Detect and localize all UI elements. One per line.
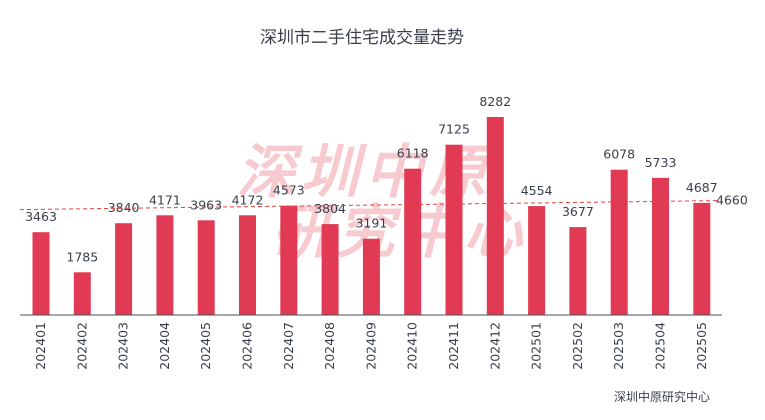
x-tick-labels-group: 202401 202402 202403 202404 202405 202406 2024… [33,322,709,370]
x-tick-202401: 202401 [33,322,48,370]
x-tick-202407: 202407 [281,322,296,370]
chart-title: 深圳市二手住宅成交量走势 [260,28,464,48]
bar-202404 [156,215,174,315]
value-label-202403: 3840 [108,200,140,215]
x-tick-202408: 202408 [322,322,337,370]
x-tick-202404: 202404 [157,322,172,370]
value-label-202505: 4687 [686,180,718,195]
value-label-202408: 3804 [314,201,346,216]
value-label-202404: 4171 [149,192,181,207]
watermark-line-2: 研究中心 [272,198,528,266]
x-tick-202402: 202402 [74,322,89,370]
bar-202412 [486,117,504,315]
bar-202409 [362,238,380,315]
value-label-202407: 4573 [273,183,305,198]
bar-202401 [32,232,50,315]
value-label-202406: 4172 [232,192,264,207]
bar-202402 [73,272,91,315]
average-line-label: 4660 [716,193,748,208]
bar-202406 [239,215,256,315]
value-label-202502: 3677 [562,204,594,219]
bars-group [32,117,711,315]
value-label-202402: 1785 [66,249,98,264]
bar-202504 [652,177,669,315]
x-tick-202501: 202501 [529,322,544,370]
bar-202407 [280,205,298,315]
x-tick-202411: 202411 [446,322,461,370]
x-tick-202405: 202405 [198,322,213,370]
x-tick-202406: 202406 [240,322,255,370]
x-tick-202409: 202409 [363,322,378,370]
value-label-202409: 3191 [355,216,387,231]
value-label-202401: 3463 [25,209,57,224]
bar-202403 [115,223,133,315]
x-tick-202410: 202410 [405,322,420,370]
value-label-202504: 5733 [645,155,677,170]
bar-202503 [610,169,628,315]
x-tick-202502: 202502 [570,322,585,370]
x-tick-202504: 202504 [653,322,668,370]
value-label-202405: 3963 [190,197,222,212]
value-label-202503: 6078 [603,147,635,162]
bar-202505 [693,202,711,315]
x-tick-202503: 202503 [611,322,626,370]
bar-202405 [197,220,215,315]
average-line [19,200,719,211]
bar-202411 [445,144,463,315]
x-tick-202505: 202505 [694,322,709,370]
x-tick-202412: 202412 [487,322,502,370]
bar-202408 [321,224,339,315]
bar-202502 [569,227,587,315]
x-tick-202403: 202403 [116,322,131,370]
value-label-202410: 6118 [397,146,429,161]
bar-202410 [404,168,422,315]
source-label: 深圳中原研究中心 [614,389,710,404]
bar-202501 [528,206,546,315]
value-labels-group: 3463 1785 3840 4171 3963 4172 4573 3804 3191 6118… [25,94,718,264]
value-label-202412: 8282 [479,94,511,109]
value-label-202501: 4554 [521,183,553,198]
value-label-202411: 7125 [438,122,470,137]
